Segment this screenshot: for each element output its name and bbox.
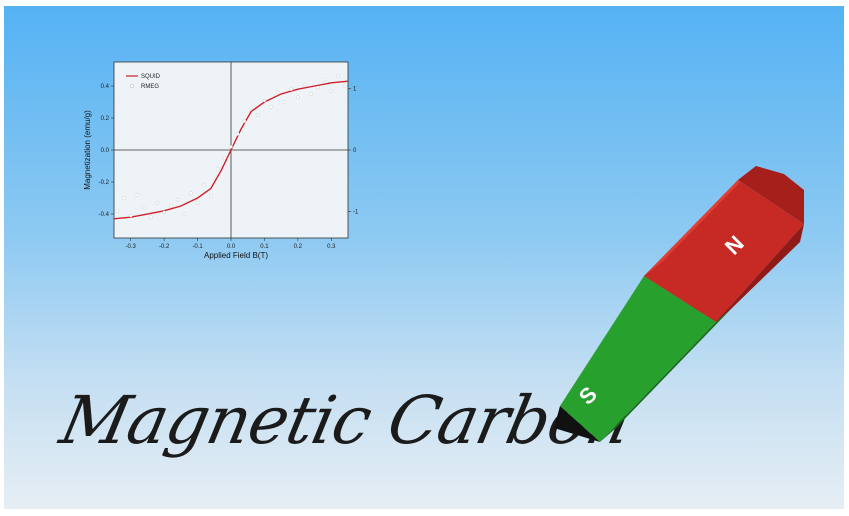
north-pole-face <box>644 180 804 322</box>
pencil-tip <box>554 406 600 442</box>
legend: SQUID RMEG <box>126 74 161 90</box>
series-rmeg-point <box>289 87 293 91</box>
y-tick-label: -0.2 <box>99 180 110 186</box>
series-rmeg-point <box>336 74 340 79</box>
x-tick-label: -0.1 <box>192 244 203 250</box>
x-tick-labels: -0.3 -0.2 -0.1 0.0 0.1 0.2 0.3 <box>126 238 336 250</box>
magnetization-chart: -0.3 -0.2 -0.1 0.0 0.1 0.2 0.3 -0.4 -0.2 0.0 0.2 0… <box>83 61 359 260</box>
y-tick-label: 0.0 <box>101 148 110 154</box>
series-rmeg-point <box>175 197 180 202</box>
series-rmeg-point <box>169 204 173 208</box>
series-rmeg-point <box>215 167 220 171</box>
series-rmeg-point <box>155 201 160 205</box>
series-rmeg-point <box>182 212 186 216</box>
right-tick-labels: 1 0 -1 <box>348 86 359 216</box>
legend-label-squid: SQUID <box>141 74 161 80</box>
north-pole-top <box>644 166 756 276</box>
series-rmeg-point <box>329 89 334 93</box>
series-rmeg-point <box>255 113 260 117</box>
data-marks <box>113 74 349 220</box>
series-rmeg-point <box>135 193 140 197</box>
series-rmeg-point <box>195 201 200 205</box>
series-rmeg-point <box>322 77 327 82</box>
series-rmeg-point <box>342 84 347 88</box>
series-rmeg-point <box>235 132 240 136</box>
series-rmeg-point <box>142 205 146 210</box>
x-tick-label: -0.3 <box>126 244 137 250</box>
y-axis-label: Magnetization (emu/g) <box>83 110 92 190</box>
legend-point-swatch <box>129 83 134 88</box>
y-tick-labels: -0.4 -0.2 0.0 0.2 0.4 <box>99 84 114 218</box>
series-rmeg-point <box>242 119 247 123</box>
series-rmeg-point <box>149 215 153 219</box>
series-rmeg-point <box>269 105 273 109</box>
x-tick-label: 0.3 <box>327 244 336 250</box>
series-rmeg-point <box>222 156 227 160</box>
y-tick-label: 0.4 <box>101 84 110 90</box>
south-pole-side <box>600 308 732 442</box>
series-rmeg-point <box>262 98 267 103</box>
right-tick-label: 1 <box>353 86 357 92</box>
series-rmeg-point <box>316 85 320 90</box>
series-rmeg-point <box>309 92 313 96</box>
legend-label-rmeg: RMEG <box>141 84 159 90</box>
right-tick-label: -1 <box>353 210 359 216</box>
x-tick-label: 0.2 <box>294 244 303 250</box>
series-rmeg-point <box>128 213 133 218</box>
series-squid-line <box>113 80 349 220</box>
series-rmeg-point <box>209 194 213 199</box>
north-pole-end <box>738 166 804 224</box>
series-rmeg-point <box>202 183 207 187</box>
magnet-pencil-illustration: N S <box>554 166 804 442</box>
series-rmeg-point <box>302 82 307 87</box>
series-rmeg-point <box>115 209 120 213</box>
right-tick-label: 0 <box>353 148 357 154</box>
series-rmeg-point <box>122 196 126 200</box>
series-rmeg-point <box>296 95 300 99</box>
series-rmeg-point <box>229 145 233 149</box>
series-rmeg-point <box>249 106 253 111</box>
x-tick-label: 0.0 <box>227 244 236 250</box>
series-rmeg-point <box>276 90 280 95</box>
series-rmeg-point <box>282 100 287 104</box>
series-rmeg-point <box>189 191 193 195</box>
x-tick-label: 0.1 <box>260 244 269 250</box>
series-rmeg-point <box>162 210 166 215</box>
illustration-canvas: -0.3 -0.2 -0.1 0.0 0.1 0.2 0.3 -0.4 -0.2 0.0 0.2 0… <box>4 6 844 509</box>
y-tick-label: 0.2 <box>101 116 110 122</box>
y-tick-label: -0.4 <box>99 212 110 218</box>
x-tick-label: -0.2 <box>159 244 170 250</box>
south-pole-face <box>560 276 716 442</box>
x-axis-label: Applied Field B(T) <box>204 251 268 260</box>
north-pole-side <box>716 224 804 322</box>
